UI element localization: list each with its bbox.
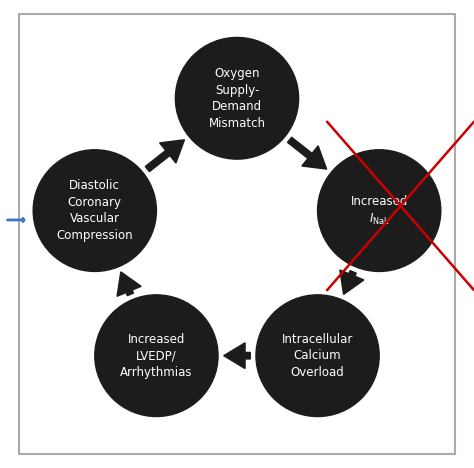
FancyArrow shape — [340, 270, 364, 294]
Text: Oxygen
Supply-
Demand
Mismatch: Oxygen Supply- Demand Mismatch — [209, 67, 265, 130]
Circle shape — [256, 295, 379, 417]
Circle shape — [95, 295, 218, 417]
Text: Increased
LVEDP/
Arrhythmias: Increased LVEDP/ Arrhythmias — [120, 333, 192, 379]
Text: Increased
$\it{I}_{\mathregular{NaL}}$: Increased $\it{I}_{\mathregular{NaL}}$ — [350, 195, 408, 227]
Circle shape — [33, 150, 156, 271]
Text: Intracellular
Calcium
Overload: Intracellular Calcium Overload — [282, 333, 353, 379]
Text: Diastolic
Coronary
Vascular
Compression: Diastolic Coronary Vascular Compression — [56, 179, 133, 242]
Circle shape — [175, 37, 299, 159]
Circle shape — [318, 150, 441, 271]
FancyArrow shape — [146, 140, 184, 172]
FancyArrow shape — [224, 343, 250, 369]
FancyArrow shape — [288, 137, 327, 169]
FancyArrow shape — [117, 272, 141, 296]
